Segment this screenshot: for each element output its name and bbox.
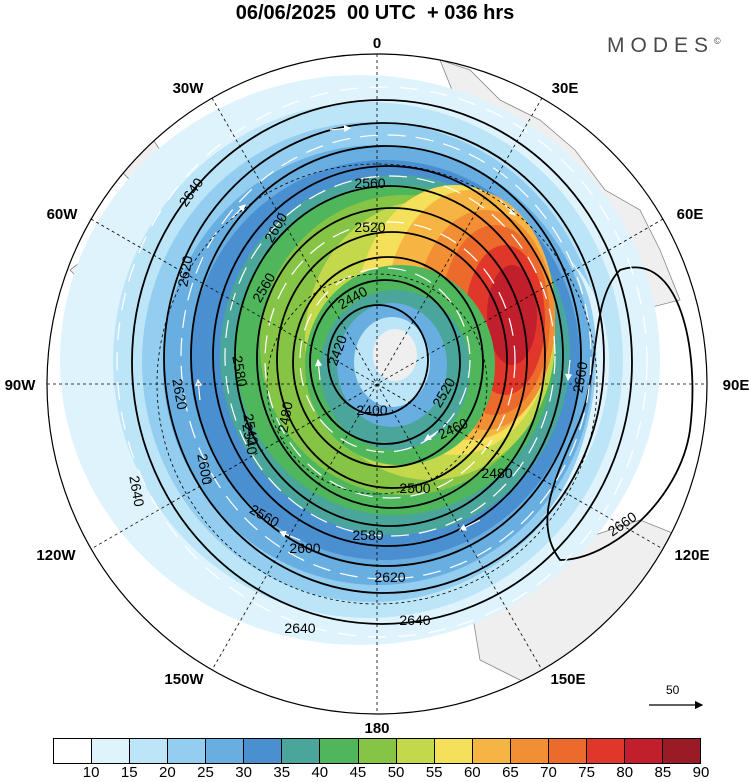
- colorbar-swatch: [206, 739, 245, 763]
- colorbar-swatch: [282, 739, 321, 763]
- colorbar-ticks: 10 15 20 25 30 35 40 45 50 55 60 65 70 75 80 85 90: [53, 764, 710, 782]
- lon-label-0: 0: [373, 35, 381, 52]
- colorbar-swatch: [548, 739, 587, 763]
- colorbar-swatch: [624, 739, 663, 763]
- map-boundary: [46, 53, 708, 715]
- lon-label-60w: 60W: [47, 206, 79, 223]
- contour-label: 2620: [174, 254, 195, 288]
- contour-label: 2580: [229, 354, 250, 388]
- colorbar-tick-label: 55: [425, 764, 443, 781]
- wind-speed-field: [47, 54, 707, 714]
- colorbar-tick-label: 90: [692, 764, 710, 781]
- colorbar-swatch: [320, 739, 359, 763]
- lon-label-120e: 120E: [674, 547, 709, 564]
- lon-label-120w: 120W: [36, 547, 76, 564]
- colorbar-swatch: [130, 739, 169, 763]
- contour-label: 2640: [284, 620, 315, 636]
- contour-label: 2600: [289, 540, 320, 556]
- colorbar-swatch: [54, 739, 93, 763]
- colorbar-tick-label: 75: [578, 764, 595, 781]
- colorbar-tick-label: 15: [120, 764, 138, 781]
- contour-label: 2540: [240, 412, 261, 446]
- contour-label: 2500: [399, 480, 430, 496]
- lon-label-180: 180: [364, 720, 389, 737]
- vector-reference-arrow: [649, 700, 704, 710]
- contour-label: 2640: [399, 612, 430, 628]
- colorbar-tick-label: 45: [349, 764, 367, 781]
- contour-label: 2540: [239, 422, 260, 456]
- lon-label-90w: 90W: [5, 377, 37, 394]
- colorbar-swatch: [472, 739, 511, 763]
- lon-label-30w: 30W: [173, 80, 205, 97]
- contour-label: 2400: [356, 402, 387, 418]
- colorbar-tick-label: 20: [159, 764, 176, 781]
- lon-label-150e: 150E: [550, 671, 585, 688]
- colorbar-tick-label: 70: [540, 764, 557, 781]
- graticule: [47, 54, 707, 714]
- colorbar-swatch: [92, 739, 131, 763]
- colorbar-tick-label: 40: [311, 764, 329, 781]
- contour-label: 2520: [354, 219, 385, 235]
- colorbar-tick-label: 60: [463, 764, 481, 781]
- colorbar-swatch: [510, 739, 549, 763]
- colorbar-tick-label: 25: [197, 764, 214, 781]
- colorbar-tick-label: 80: [616, 764, 634, 781]
- contour-label: 2620: [374, 569, 405, 585]
- colorbar-swatch: [396, 739, 435, 763]
- contour-label: 2480: [481, 465, 512, 481]
- colorbar: [53, 738, 701, 764]
- colorbar-swatch: [358, 739, 397, 763]
- colorbar-swatch: [434, 739, 473, 763]
- vector-reference: 50: [647, 683, 707, 723]
- contour-label: 2640: [126, 474, 147, 508]
- contour-label: 2580: [352, 527, 383, 543]
- colorbar-swatch: [586, 739, 625, 763]
- lon-label-90e: 90E: [723, 377, 750, 394]
- map-title: 06/06/2025 00 UTC + 036 hrs: [235, 2, 515, 24]
- colorbar-tick-label: 30: [235, 764, 252, 781]
- lon-label-150w: 150W: [164, 671, 204, 688]
- colorbar-tick-label: 85: [654, 764, 672, 781]
- contour-label: 2560: [354, 175, 385, 191]
- brand-logo: MODES©: [607, 34, 721, 58]
- colorbar-tick-label: 10: [82, 764, 100, 781]
- vector-reference-label: 50: [666, 683, 680, 697]
- brand-text: MODES: [607, 34, 715, 57]
- wind-vectors: [116, 86, 648, 638]
- longitude-labels: 0 30E 60E 90E 120E 150E 180 150W 120W 90…: [5, 35, 750, 737]
- colorbar-swatch: [244, 739, 283, 763]
- colorbar-swatch: [168, 739, 207, 763]
- lon-label-60e: 60E: [677, 206, 704, 223]
- colorbar-tick-label: 50: [387, 764, 405, 781]
- wind-arrowheads: [195, 125, 573, 541]
- colorbar-swatch: [663, 739, 701, 763]
- height-contours: [131, 99, 694, 625]
- colorbar-tick-label: 65: [502, 764, 519, 781]
- contour-label: 2620: [169, 377, 190, 411]
- contour-label: 2600: [194, 452, 215, 486]
- copyright-mark: ©: [714, 36, 721, 46]
- contour-label: 2660: [569, 360, 590, 394]
- contour-label: 2480: [274, 400, 295, 434]
- lon-label-30e: 30E: [552, 80, 579, 97]
- colorbar-tick-label: 35: [273, 764, 291, 781]
